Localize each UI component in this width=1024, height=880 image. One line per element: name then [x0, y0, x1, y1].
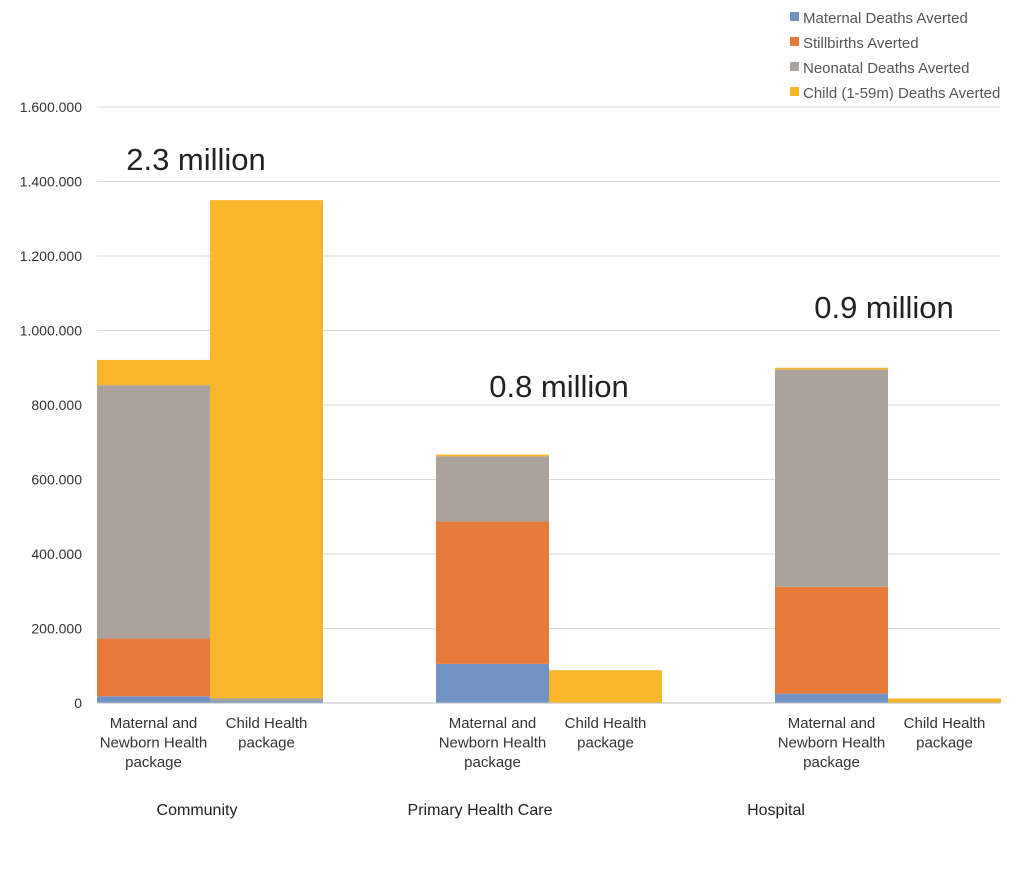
bar-segment-hospital-4-series-2 — [775, 369, 888, 587]
group-labels: Community Primary Health Care Hospital — [157, 802, 805, 819]
group-label: Primary Health Care — [408, 802, 553, 819]
legend-label-stillbirths: Stillbirths Averted — [803, 35, 919, 52]
y-tick-label: 1.000.000 — [20, 323, 82, 339]
category-label: Child Health package — [904, 715, 986, 752]
legend-swatch-maternal — [790, 12, 799, 21]
group-label: Hospital — [747, 802, 805, 819]
y-tick-label: 800.000 — [31, 397, 82, 413]
y-tick-label: 600.000 — [31, 472, 82, 488]
bar-segment-community-1-series-0 — [210, 701, 323, 703]
y-tick-label: 1.600.000 — [20, 99, 82, 115]
bar-segment-hospital-4-series-3 — [775, 367, 888, 370]
bar-segment-community-0-series-1 — [97, 638, 210, 697]
bars — [97, 200, 1001, 703]
y-axis-ticks: 0 200.000 400.000 600.000 800.000 1.000.000 1.… — [20, 99, 83, 711]
category-label: Maternal and Newborn Health package — [100, 715, 208, 771]
bar-segment-primary-health-care-2-series-0 — [436, 663, 549, 703]
y-tick-label: 400.000 — [31, 546, 82, 562]
legend-label-neonatal: Neonatal Deaths Averted — [803, 60, 970, 77]
y-tick-label: 1.400.000 — [20, 174, 82, 190]
y-tick-label: 0 — [74, 695, 82, 711]
category-labels: Maternal and Newborn Health package Child H… — [100, 715, 986, 771]
annotation-community-total: 2.3 million — [126, 142, 266, 177]
legend-label-child: Child (1-59m) Deaths Averted — [803, 85, 1000, 102]
annotation-hospital-total: 0.9 million — [814, 290, 954, 325]
bar-segment-community-1-series-3 — [210, 200, 323, 699]
category-label: Maternal and Newborn Health package — [778, 715, 886, 771]
legend-swatch-stillbirths — [790, 37, 799, 46]
bar-segment-primary-health-care-2-series-2 — [436, 456, 549, 522]
legend: Maternal Deaths Averted Stillbirths Aver… — [790, 10, 1000, 102]
bar-segment-community-0-series-0 — [97, 696, 210, 703]
bar-segment-primary-health-care-2-series-3 — [436, 454, 549, 457]
y-tick-label: 1.200.000 — [20, 248, 82, 264]
bar-segment-hospital-4-series-1 — [775, 586, 888, 694]
category-label: Maternal and Newborn Health package — [439, 715, 547, 771]
y-tick-label: 200.000 — [31, 621, 82, 637]
bar-segment-hospital-5-series-3 — [888, 698, 1001, 703]
category-label: Child Health package — [565, 715, 647, 752]
bar-segment-community-0-series-3 — [97, 359, 210, 386]
bar-segment-community-0-series-2 — [97, 385, 210, 639]
bar-segment-primary-health-care-3-series-3 — [549, 670, 662, 703]
legend-swatch-child — [790, 87, 799, 96]
bar-segment-community-1-series-2 — [210, 698, 323, 702]
bar-segment-hospital-4-series-0 — [775, 693, 888, 703]
annotation-primary-health-care-total: 0.8 million — [489, 369, 629, 404]
legend-label-maternal: Maternal Deaths Averted — [803, 10, 968, 27]
bar-segment-primary-health-care-2-series-1 — [436, 521, 549, 664]
group-label: Community — [157, 802, 238, 819]
legend-swatch-neonatal — [790, 62, 799, 71]
category-label: Child Health package — [226, 715, 308, 752]
